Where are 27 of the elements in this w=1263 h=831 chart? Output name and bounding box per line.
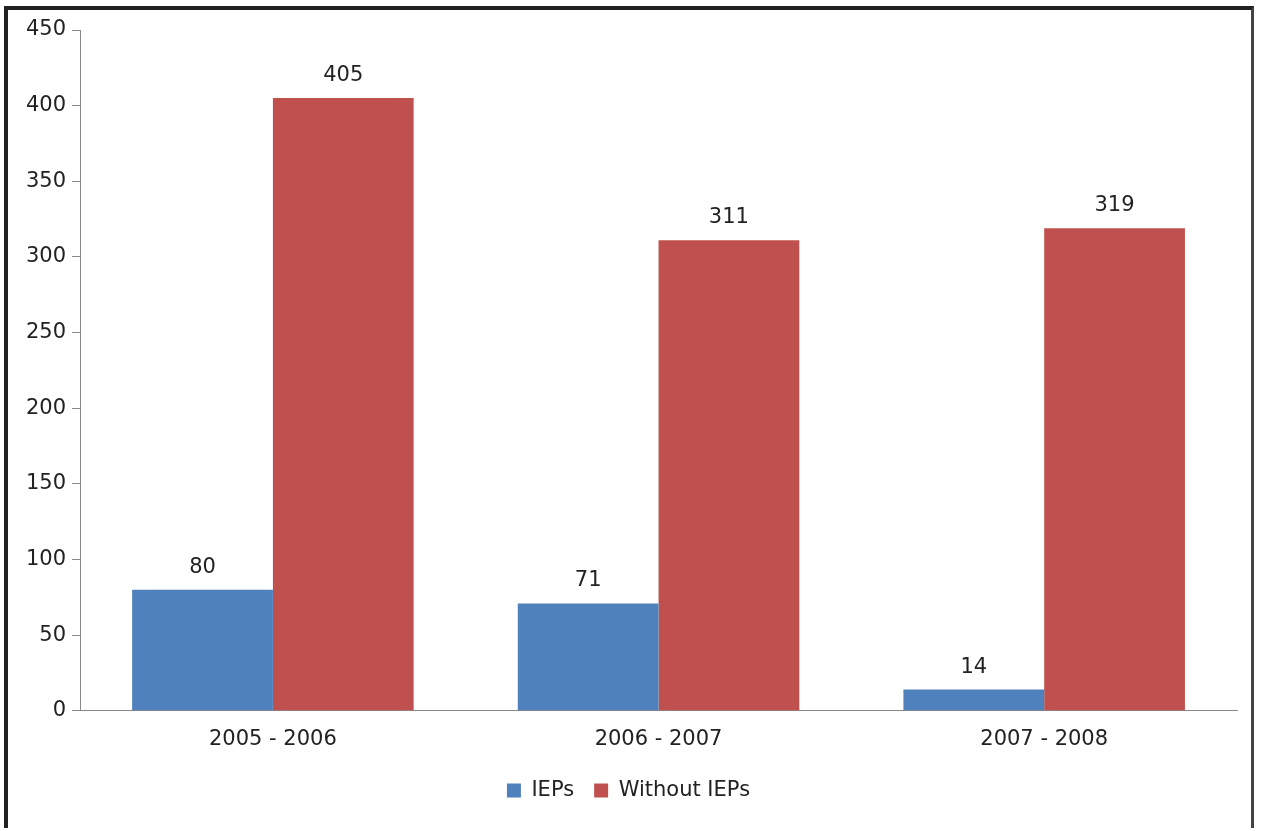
y-tick-label: 150 bbox=[25, 470, 67, 495]
data-label: 311 bbox=[708, 204, 749, 229]
bar bbox=[132, 589, 273, 711]
y-tick-label: 100 bbox=[25, 545, 67, 570]
y-tick-label: 300 bbox=[25, 243, 67, 268]
bar bbox=[903, 689, 1045, 711]
y-tick-label: 250 bbox=[25, 319, 67, 344]
bar bbox=[658, 240, 800, 711]
y-tick-label: 0 bbox=[52, 697, 67, 722]
legend-label: IEPs bbox=[531, 776, 575, 801]
y-tick-label: 350 bbox=[25, 167, 67, 192]
bar bbox=[272, 98, 414, 711]
x-tick-label: 2006 - 2007 bbox=[594, 725, 723, 750]
x-tick-label: 2005 - 2006 bbox=[208, 725, 337, 750]
data-label: 405 bbox=[323, 62, 364, 87]
data-label: 71 bbox=[574, 567, 602, 592]
y-tick-label: 450 bbox=[25, 16, 67, 41]
bar bbox=[1044, 228, 1185, 711]
data-label: 80 bbox=[189, 553, 216, 578]
legend-label: Without IEPs bbox=[618, 776, 751, 801]
y-tick-label: 50 bbox=[39, 621, 67, 646]
bar bbox=[517, 603, 659, 711]
x-tick-label: 2007 - 2008 bbox=[980, 725, 1109, 750]
y-tick-label: 400 bbox=[25, 92, 67, 117]
data-label: 14 bbox=[960, 653, 988, 678]
y-tick-label: 200 bbox=[25, 394, 67, 419]
data-label: 319 bbox=[1094, 192, 1135, 217]
